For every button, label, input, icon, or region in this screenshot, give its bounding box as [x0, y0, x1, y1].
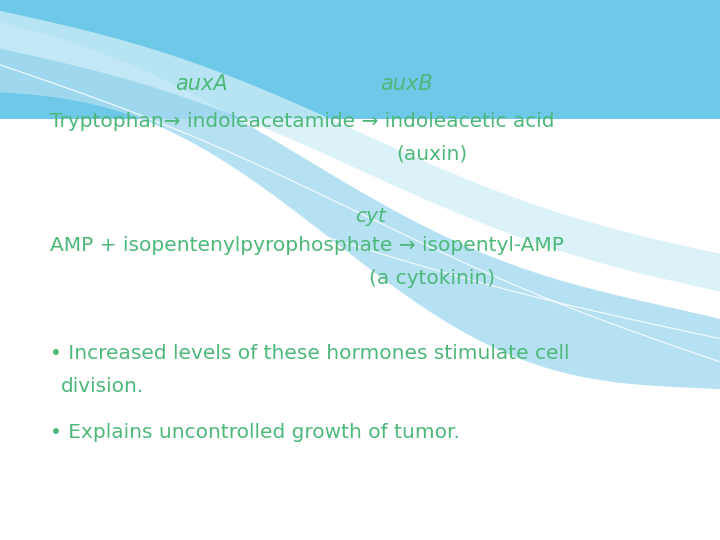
- Text: auxB: auxB: [380, 73, 433, 94]
- Polygon shape: [0, 161, 720, 540]
- Text: (a cytokinin): (a cytokinin): [369, 268, 495, 288]
- Polygon shape: [0, 22, 720, 389]
- Text: Tryptophan→ indoleacetamide → indoleacetic acid: Tryptophan→ indoleacetamide → indoleacet…: [50, 112, 555, 131]
- Text: (auxin): (auxin): [397, 144, 467, 164]
- Polygon shape: [0, 0, 720, 119]
- Text: auxA: auxA: [175, 73, 228, 94]
- Text: AMP + isopentenylpyrophosphate → isopentyl-AMP: AMP + isopentenylpyrophosphate → isopent…: [50, 236, 564, 255]
- Text: • Explains uncontrolled growth of tumor.: • Explains uncontrolled growth of tumor.: [50, 422, 460, 442]
- Polygon shape: [0, 11, 720, 292]
- Text: cyt: cyt: [356, 206, 386, 226]
- Text: • Increased levels of these hormones stimulate cell: • Increased levels of these hormones sti…: [50, 344, 570, 363]
- Text: division.: division.: [61, 376, 145, 396]
